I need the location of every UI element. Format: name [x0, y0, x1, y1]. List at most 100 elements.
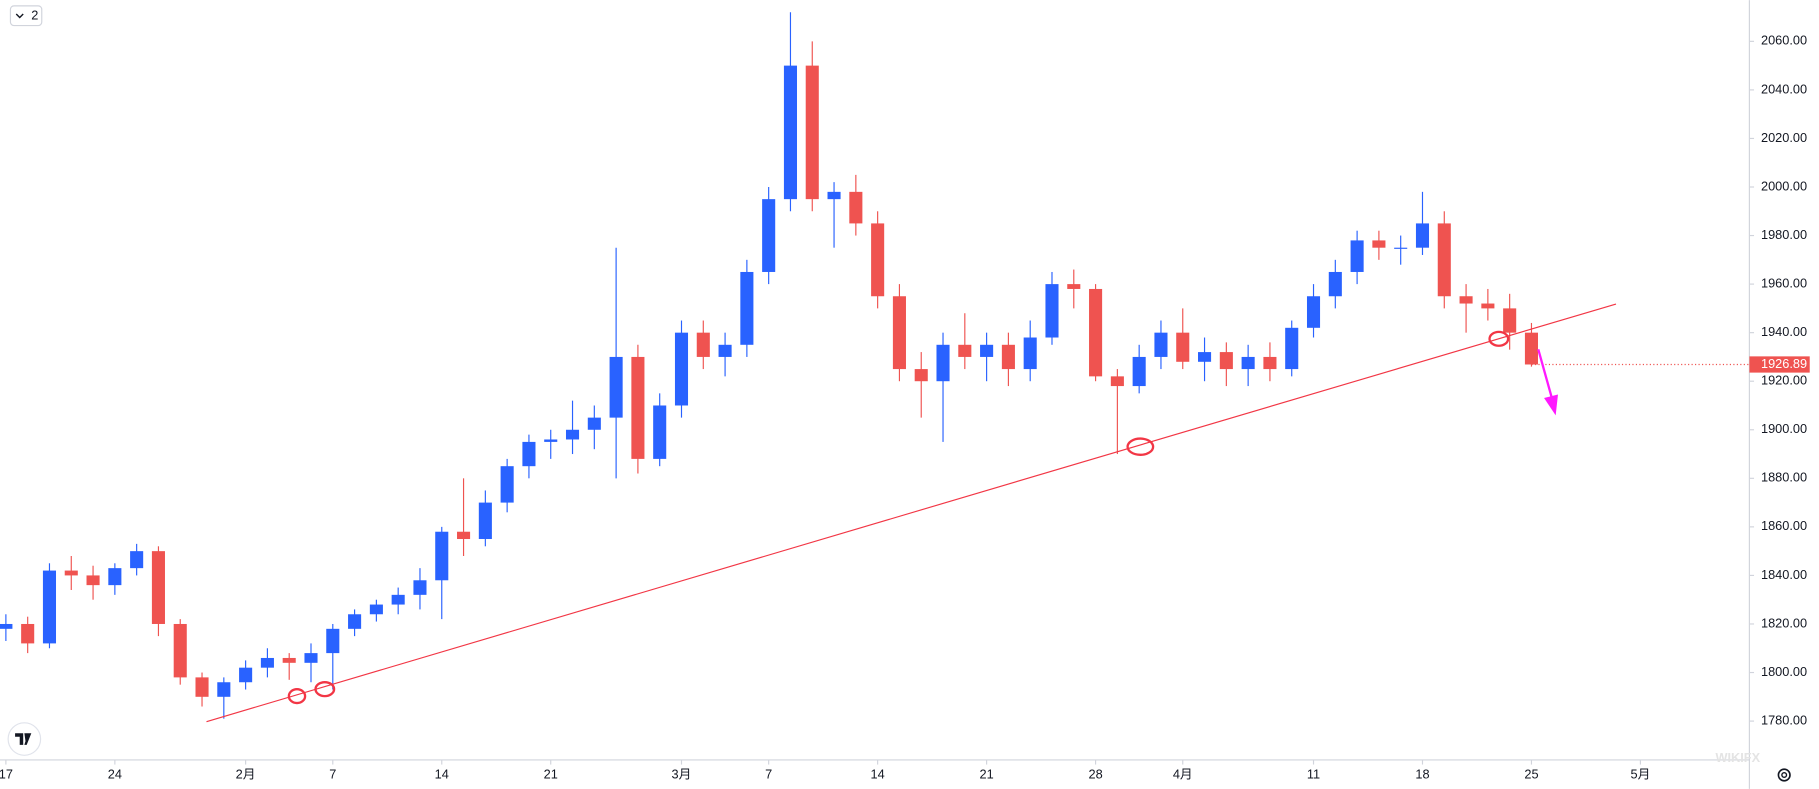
- candle: [914, 352, 928, 418]
- candle: [151, 546, 165, 637]
- settings-button[interactable]: [1777, 768, 1791, 782]
- candle-body: [740, 271, 754, 345]
- candle: [304, 643, 318, 683]
- candle-body: [609, 356, 623, 418]
- x-tick-label: 14: [435, 766, 449, 781]
- candle: [674, 320, 689, 418]
- candle: [827, 182, 841, 248]
- y-tick-label: 2040.00: [1761, 81, 1807, 96]
- candle: [718, 332, 732, 377]
- x-tick-label: 28: [1088, 766, 1102, 781]
- candle: [413, 568, 427, 610]
- y-tick-label: 1800.00: [1761, 664, 1807, 679]
- candle-body: [762, 199, 776, 272]
- x-tick-label: 21: [980, 766, 994, 781]
- candle-body: [1241, 356, 1255, 370]
- x-tick-label: 7: [765, 766, 772, 781]
- tv-logo[interactable]: [7, 722, 42, 756]
- candle-body: [674, 332, 689, 406]
- candle-body: [1481, 303, 1495, 309]
- candle-body: [42, 570, 57, 644]
- candle: [631, 344, 645, 474]
- candle: [1285, 320, 1299, 377]
- interval-badge[interactable]: 2: [31, 8, 38, 23]
- candle-body: [195, 677, 209, 697]
- candle: [871, 211, 885, 309]
- y-tick-label: 1980.00: [1761, 227, 1807, 242]
- candle-body: [631, 356, 645, 459]
- y-tick-label: 1940.00: [1761, 324, 1807, 339]
- touch-circle: [314, 681, 336, 698]
- candle: [653, 393, 667, 467]
- x-tick-label: 11: [1307, 766, 1320, 781]
- candle: [1219, 342, 1233, 387]
- candle-body: [1198, 352, 1212, 362]
- down-arrow: [1537, 348, 1558, 416]
- candle: [1045, 271, 1059, 345]
- candle: [958, 313, 972, 370]
- candle: [326, 623, 340, 690]
- last-price-label: 1926.89: [1761, 356, 1807, 371]
- candle-body: [1350, 240, 1364, 272]
- candle-body: [1415, 223, 1430, 248]
- candle-body: [151, 551, 165, 624]
- candle-body: [1001, 344, 1015, 370]
- candle: [1306, 284, 1321, 338]
- interval-button[interactable]: 2: [9, 5, 43, 27]
- candle-body: [1067, 284, 1081, 289]
- candle: [1132, 344, 1146, 394]
- candle-body: [1285, 327, 1299, 370]
- candle-body: [980, 344, 994, 357]
- candle: [478, 490, 492, 547]
- candle-body: [1045, 284, 1059, 338]
- y-tick-label: 2020.00: [1761, 130, 1807, 145]
- plot-area: [0, 12, 1538, 719]
- candle-body: [544, 439, 558, 442]
- candle-body: [260, 657, 274, 668]
- candle: [1001, 332, 1015, 387]
- candle: [1023, 320, 1037, 382]
- candle-body: [1394, 247, 1408, 249]
- candle: [1437, 211, 1451, 309]
- x-tick-label: 2月: [236, 766, 256, 781]
- y-tick-label: 1920.00: [1761, 373, 1807, 388]
- candle-body: [478, 502, 492, 540]
- candle-body: [86, 575, 100, 586]
- candle-body: [304, 653, 318, 663]
- candle: [892, 284, 906, 382]
- y-tick-label: 1840.00: [1761, 567, 1807, 582]
- candle: [21, 616, 35, 654]
- candle: [1372, 230, 1386, 260]
- candle-body: [369, 604, 383, 615]
- gear-hub[interactable]: [1781, 771, 1788, 779]
- candle-body: [827, 191, 841, 200]
- candle: [173, 619, 187, 685]
- candle: [195, 672, 209, 707]
- candle-body: [1503, 308, 1517, 333]
- logo-frame[interactable]: [7, 722, 42, 756]
- x-tick-label: 14: [871, 766, 885, 781]
- candle-body: [892, 296, 906, 370]
- candle-body: [500, 466, 514, 503]
- candle: [762, 187, 776, 285]
- y-tick-label: 1880.00: [1761, 470, 1807, 485]
- candle: [369, 599, 383, 622]
- chevron-icon[interactable]: [15, 13, 24, 19]
- candle: [1176, 308, 1190, 370]
- candle: [783, 12, 798, 212]
- candle: [1415, 191, 1430, 255]
- candle-body: [1459, 296, 1473, 304]
- logo-glyph[interactable]: [15, 733, 32, 745]
- candle-body: [849, 191, 863, 224]
- candle-body: [958, 344, 972, 357]
- candle: [239, 660, 253, 690]
- candle-body: [718, 344, 732, 357]
- interval-button-frame[interactable]: [9, 5, 43, 27]
- candle-body: [936, 344, 950, 382]
- candle-body: [64, 570, 78, 576]
- gear-icon[interactable]: [1777, 768, 1791, 782]
- x-tick-label: 3月: [672, 766, 692, 781]
